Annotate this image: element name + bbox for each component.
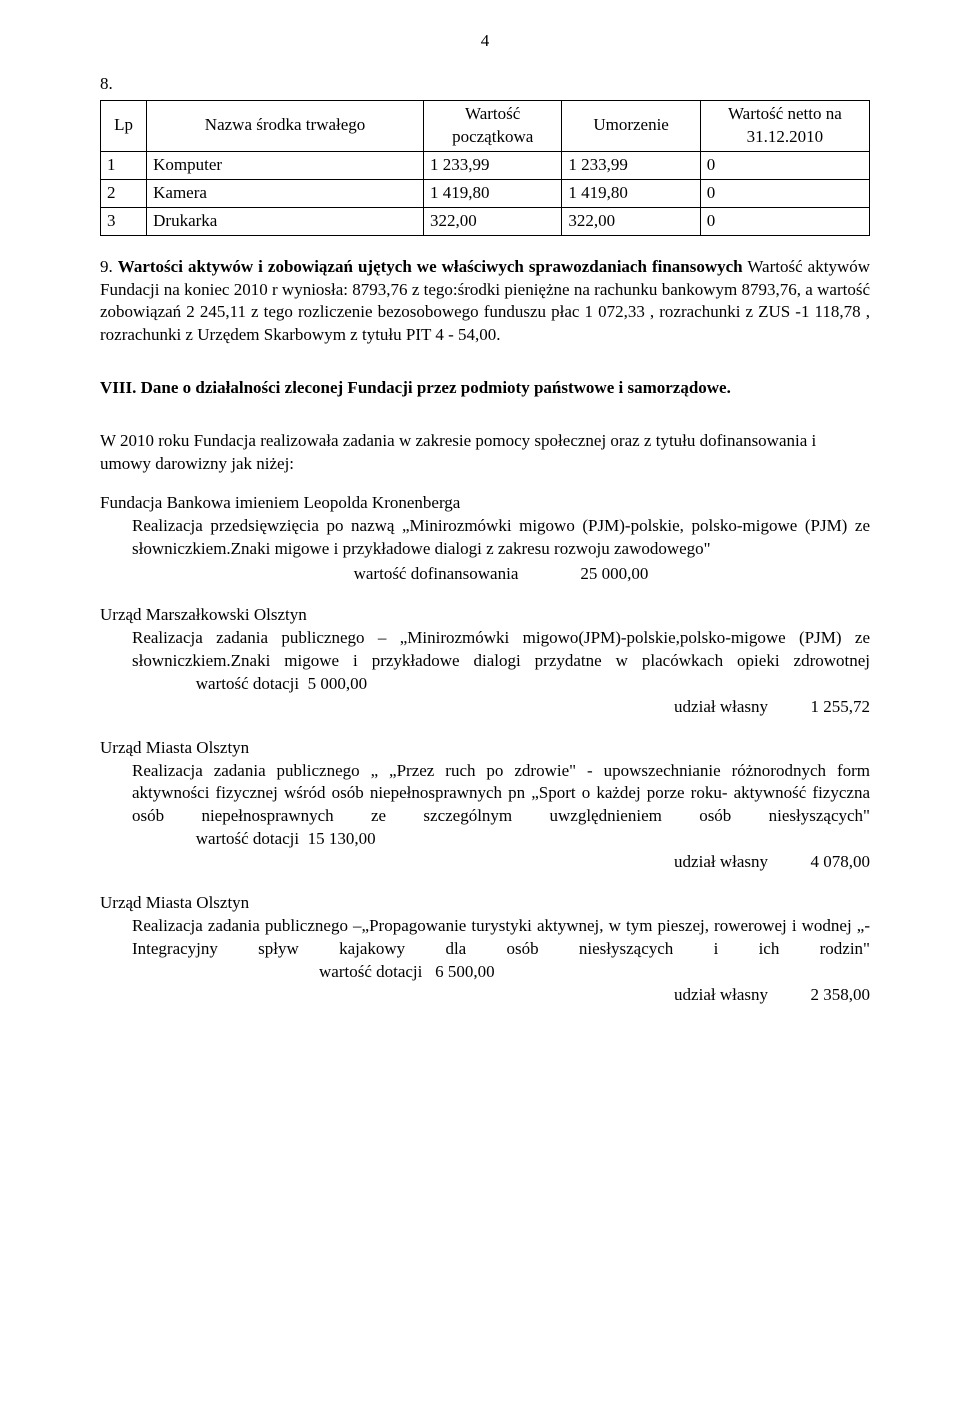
table-row: 3 Drukarka 322,00 322,00 0 — [101, 207, 870, 235]
entry-body: Realizacja zadania publicznego „ „Przez … — [100, 760, 870, 875]
col-header-umor: Umorzenie — [562, 100, 700, 151]
col-header-lp: Lp — [101, 100, 147, 151]
cell-umor: 1 419,80 — [562, 179, 700, 207]
cell-lp: 1 — [101, 151, 147, 179]
col-header-name: Nazwa środka trwałego — [147, 100, 424, 151]
cell-net: 0 — [700, 151, 869, 179]
fin-label: udział własny — [674, 851, 768, 874]
cell-umor: 1 233,99 — [562, 151, 700, 179]
fin-label: wartość dotacji — [196, 829, 299, 848]
table-row: 2 Kamera 1 419,80 1 419,80 0 — [101, 179, 870, 207]
funding-entry: Urząd Miasta Olsztyn Realizacja zadania … — [100, 737, 870, 875]
fin-label: wartość dotacji — [319, 962, 422, 981]
fin-label: udział własny — [674, 984, 768, 1007]
table-header-row: Lp Nazwa środka trwałego Wartość początk… — [101, 100, 870, 151]
section-viii-heading: VIII. Dane o działalności zleconej Funda… — [100, 377, 870, 400]
fin-value: 5 000,00 — [308, 674, 368, 693]
fin-label: wartość dotacji — [196, 674, 299, 693]
document-page: 4 8. Lp Nazwa środka trwałego Wartość po… — [0, 0, 960, 1055]
entry-body-text: Realizacja zadania publicznego – „Miniro… — [132, 628, 870, 670]
fin-label: udział własny — [674, 696, 768, 719]
entry-title: Fundacja Bankowa imieniem Leopolda Krone… — [100, 492, 870, 515]
fixed-assets-table: Lp Nazwa środka trwałego Wartość początk… — [100, 100, 870, 236]
col-header-net: Wartość netto na 31.12.2010 — [700, 100, 869, 151]
entry-body: Realizacja przedsięwzięcia po nazwą „Min… — [100, 515, 870, 586]
cell-name: Komputer — [147, 151, 424, 179]
cell-umor: 322,00 — [562, 207, 700, 235]
section-8-label: 8. — [100, 73, 870, 96]
cell-start: 1 419,80 — [423, 179, 561, 207]
entry-body-text: Realizacja przedsięwzięcia po nazwą „Min… — [132, 516, 870, 558]
entry-title: Urząd Miasta Olsztyn — [100, 737, 870, 760]
cell-start: 322,00 — [423, 207, 561, 235]
cell-name: Drukarka — [147, 207, 424, 235]
fin-value: 25 000,00 — [558, 563, 648, 586]
fin-value: 1 255,72 — [780, 696, 870, 719]
cell-name: Kamera — [147, 179, 424, 207]
entry-body: Realizacja zadania publicznego –„Propago… — [100, 915, 870, 1007]
fin-value: 4 078,00 — [780, 851, 870, 874]
cell-lp: 3 — [101, 207, 147, 235]
section-9-lead: Wartości aktywów i zobowiązań ujętych we… — [118, 257, 743, 276]
cell-start: 1 233,99 — [423, 151, 561, 179]
fin-value: 2 358,00 — [780, 984, 870, 1007]
section-9-paragraph: 9. Wartości aktywów i zobowiązań ujętych… — [100, 256, 870, 348]
cell-net: 0 — [700, 179, 869, 207]
cell-lp: 2 — [101, 179, 147, 207]
section-9-label: 9. — [100, 257, 113, 276]
entry-body-text: Realizacja zadania publicznego –„Propago… — [132, 916, 870, 958]
entry-title: Urząd Miasta Olsztyn — [100, 892, 870, 915]
section-viii-intro: W 2010 roku Fundacja realizowała zadania… — [100, 430, 870, 476]
cell-net: 0 — [700, 207, 869, 235]
page-number: 4 — [100, 30, 870, 53]
entry-title: Urząd Marszałkowski Olsztyn — [100, 604, 870, 627]
entry-body: Realizacja zadania publicznego – „Miniro… — [100, 627, 870, 719]
fin-value: 15 130,00 — [308, 829, 376, 848]
entry-body-text: Realizacja zadania publicznego „ „Przez … — [132, 761, 870, 826]
funding-entry: Urząd Marszałkowski Olsztyn Realizacja z… — [100, 604, 870, 719]
funding-entry: Fundacja Bankowa imieniem Leopolda Krone… — [100, 492, 870, 586]
table-row: 1 Komputer 1 233,99 1 233,99 0 — [101, 151, 870, 179]
fin-value: 6 500,00 — [435, 962, 495, 981]
fin-label: wartość dofinansowania — [354, 563, 519, 586]
funding-entry: Urząd Miasta Olsztyn Realizacja zadania … — [100, 892, 870, 1007]
col-header-start: Wartość początkowa — [423, 100, 561, 151]
